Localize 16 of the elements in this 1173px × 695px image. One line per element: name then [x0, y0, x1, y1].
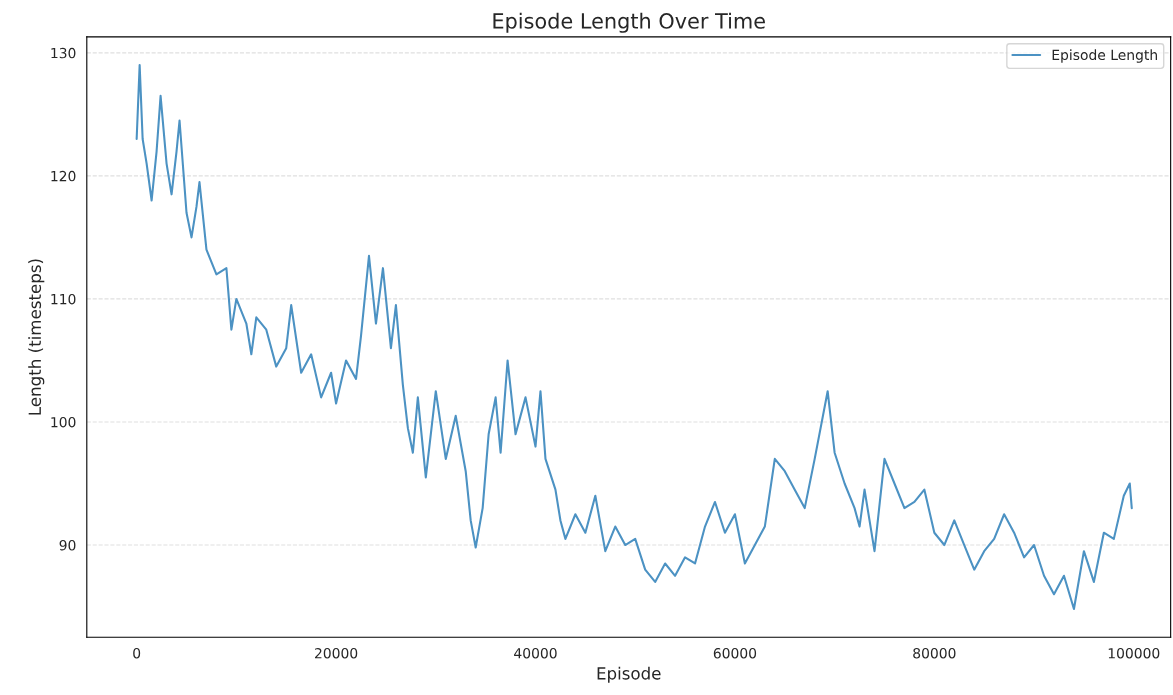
- x-tick-label: 100000: [1108, 647, 1160, 659]
- x-tick-label: 80000: [913, 647, 956, 659]
- x-tick-label: 40000: [514, 647, 557, 659]
- legend-label: Episode Length: [1052, 49, 1157, 63]
- chart-title: Episode Length Over Time: [493, 12, 765, 33]
- y-axis-title: Length (timesteps): [28, 259, 45, 415]
- x-axis-title: Episode: [597, 666, 661, 683]
- x-tick-label: 0: [133, 647, 141, 659]
- x-tick-label: 20000: [315, 647, 358, 659]
- y-tick-label: 130: [51, 47, 76, 59]
- y-tick-label: 90: [59, 540, 76, 551]
- y-tick-label: 120: [51, 170, 76, 182]
- line-series: [135, 64, 1133, 611]
- y-tick-label: 110: [51, 293, 76, 305]
- x-tick-label: 60000: [713, 647, 757, 659]
- y-tick-label: 100: [51, 416, 76, 428]
